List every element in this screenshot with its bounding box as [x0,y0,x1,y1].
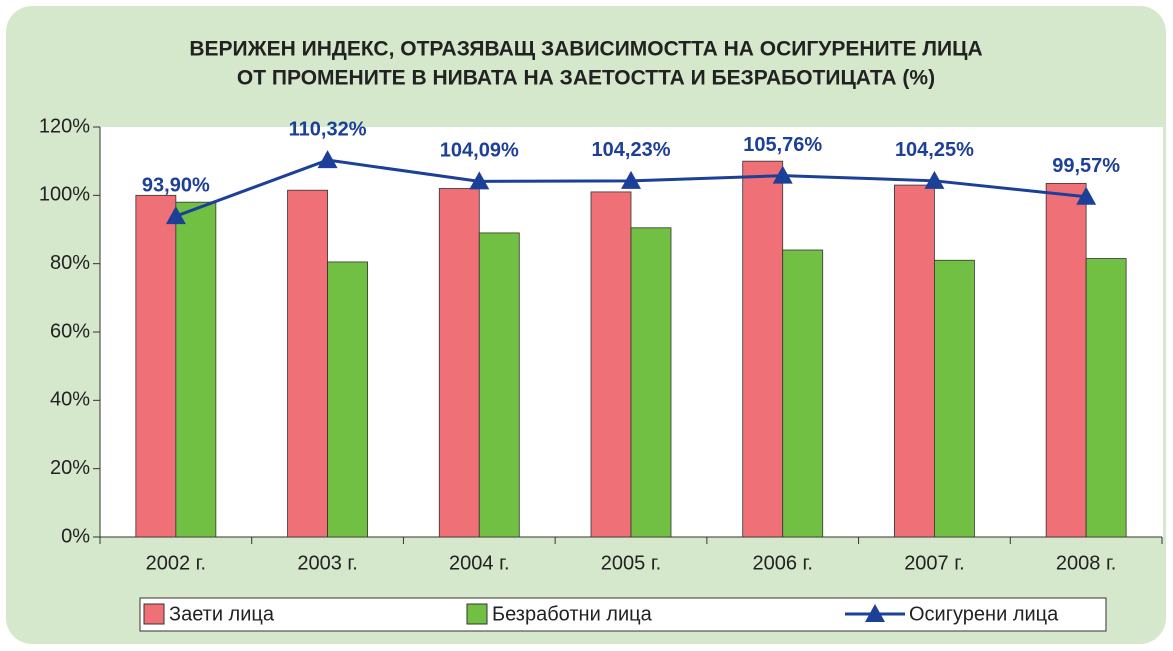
marker [469,171,490,190]
y-tick-label: 80% [50,252,90,274]
bar [135,194,177,538]
legend-box [139,597,1107,632]
x-tick-label: 2007 г. [904,552,964,574]
legend-label: Заети лица [169,603,275,625]
bar [287,189,328,538]
x-tick-label: 2006 г. [752,552,812,574]
bar [1045,182,1087,538]
bar [438,188,480,538]
chart-title: ОТ ПРОМЕНИТЕ В НИВАТА НА ЗАЕТОСТТА И БЕЗ… [237,67,935,90]
y-tick-label: 100% [39,184,90,206]
y-tick-label: 20% [50,457,90,479]
x-tick-label: 2004 г. [449,552,509,574]
x-tick-label: 2002 г. [146,552,206,574]
x-tick-label: 2008 г. [1056,552,1116,574]
legend-marker [865,604,885,622]
data-label: 104,25% [895,139,974,161]
data-label: 99,57% [1052,155,1120,177]
marker [1076,186,1097,205]
y-tick-label: 40% [50,389,90,411]
marker [924,170,945,189]
bar [327,261,368,538]
legend-swatch [143,603,165,625]
y-tick-label: 0% [61,525,90,547]
marker [772,165,793,184]
x-tick-label: 2003 г. [297,552,357,574]
legend-swatch [466,603,488,625]
y-tick-label: 120% [39,115,90,137]
data-label: 93,90% [142,174,210,196]
x-tick-label: 2005 г. [601,552,661,574]
chart-title: ВЕРИЖЕН ИНДЕКС, ОТРАЗЯВАЩ ЗАВИСИМОСТТА Н… [189,38,982,61]
legend-label: Безработни лица [492,603,653,625]
bar [742,160,784,538]
bar [590,191,632,538]
y-tick-label: 60% [50,320,90,342]
marker [165,206,186,225]
bar [478,232,520,538]
bar [1085,258,1127,538]
data-label: 105,76% [743,134,822,156]
data-label: 104,23% [592,139,671,161]
marker [317,150,338,169]
bar [630,227,672,538]
bar [934,259,975,538]
data-label: 104,09% [440,140,519,162]
data-label: 110,32% [289,118,367,140]
marker [621,170,641,189]
legend-label: Осигурени лица [909,603,1059,625]
bar [894,184,935,538]
bar [175,201,217,538]
bar [782,249,824,538]
